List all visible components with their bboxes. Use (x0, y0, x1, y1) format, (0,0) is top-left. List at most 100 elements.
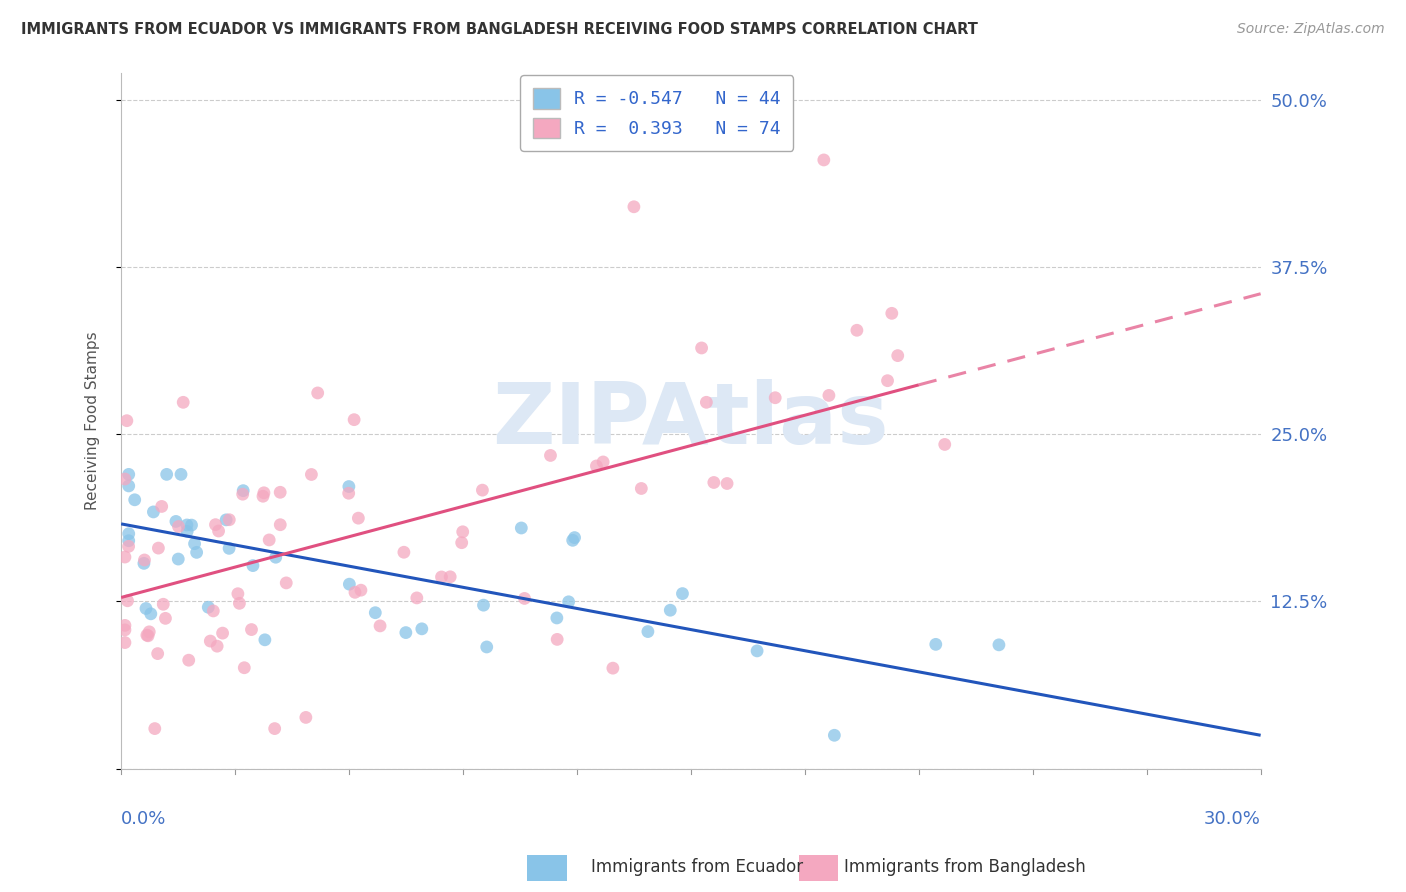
Point (117, 594, 139, 608)
Point (987, 638, 1010, 652)
Point (117, 540, 139, 554)
Point (176, 524, 198, 539)
Point (183, 537, 205, 551)
Point (186, 545, 208, 559)
Point (264, 550, 287, 565)
Point (343, 585, 366, 599)
Point (124, 492, 146, 507)
Point (114, 635, 136, 649)
Point (637, 624, 659, 639)
Point (546, 611, 568, 625)
FancyBboxPatch shape (526, 853, 568, 883)
Point (180, 518, 202, 533)
Point (451, 524, 474, 539)
Point (138, 624, 160, 639)
Point (167, 519, 190, 533)
Point (114, 472, 136, 486)
Point (585, 458, 607, 473)
Point (115, 414, 138, 428)
Point (172, 395, 194, 409)
Point (299, 467, 322, 482)
Point (671, 586, 693, 600)
Point (716, 476, 738, 491)
Text: IMMIGRANTS FROM ECUADOR VS IMMIGRANTS FROM BANGLADESH RECEIVING FOOD STAMPS CORR: IMMIGRANTS FROM ECUADOR VS IMMIGRANTS FR… (21, 22, 979, 37)
Text: Immigrants from Ecuador: Immigrants from Ecuador (591, 858, 803, 876)
Point (475, 640, 498, 654)
Point (430, 570, 453, 584)
Point (623, 200, 645, 214)
Point (745, 644, 768, 658)
Point (228, 596, 250, 610)
Point (364, 606, 387, 620)
Point (337, 479, 360, 493)
Point (471, 483, 494, 497)
Point (276, 575, 298, 590)
Point (263, 722, 285, 736)
Point (269, 517, 291, 532)
Point (564, 531, 586, 545)
Text: 30.0%: 30.0% (1204, 811, 1261, 829)
Legend: R = -0.547   N = 44, R =  0.393   N = 74: R = -0.547 N = 44, R = 0.393 N = 74 (520, 75, 793, 151)
Point (136, 629, 159, 643)
Point (155, 611, 177, 625)
Point (205, 639, 228, 653)
Point (204, 517, 226, 532)
Text: Source: ZipAtlas.com: Source: ZipAtlas.com (1237, 22, 1385, 37)
Point (818, 388, 841, 402)
Point (118, 533, 141, 548)
Point (135, 628, 157, 642)
Point (557, 595, 579, 609)
Point (368, 619, 391, 633)
Point (118, 479, 141, 493)
Point (690, 341, 713, 355)
Point (337, 486, 360, 500)
Point (226, 587, 249, 601)
Point (343, 412, 366, 426)
Point (925, 637, 948, 651)
Point (269, 485, 291, 500)
Point (450, 535, 472, 549)
Point (546, 632, 568, 647)
Point (207, 524, 229, 538)
Point (845, 323, 868, 337)
Point (148, 541, 170, 555)
Point (876, 374, 898, 388)
Point (395, 625, 418, 640)
Point (143, 722, 166, 736)
Point (350, 583, 373, 598)
Y-axis label: Receiving Food Stamps: Receiving Food Stamps (86, 332, 100, 510)
Point (337, 577, 360, 591)
Point (152, 597, 174, 611)
Point (257, 533, 280, 547)
Point (630, 482, 652, 496)
Point (118, 467, 141, 482)
Point (392, 545, 415, 559)
Text: ZIPAtlas: ZIPAtlas (492, 379, 889, 462)
Point (170, 467, 193, 482)
Point (602, 661, 624, 675)
Point (252, 489, 274, 503)
Point (880, 306, 903, 320)
Point (156, 467, 179, 482)
Point (118, 526, 141, 541)
Point (114, 623, 136, 637)
Point (253, 485, 276, 500)
Point (813, 153, 835, 167)
Point (540, 449, 562, 463)
Text: Immigrants from Bangladesh: Immigrants from Bangladesh (844, 858, 1085, 876)
Point (200, 634, 222, 648)
Point (142, 505, 165, 519)
Point (134, 553, 156, 567)
Point (232, 483, 254, 498)
Point (242, 558, 264, 573)
Point (197, 600, 219, 615)
Point (695, 395, 717, 409)
Point (114, 549, 136, 564)
Point (934, 437, 956, 451)
Point (510, 521, 533, 535)
Point (295, 710, 318, 724)
Point (132, 557, 155, 571)
Point (139, 607, 162, 621)
Point (307, 386, 329, 401)
Point (233, 661, 256, 675)
